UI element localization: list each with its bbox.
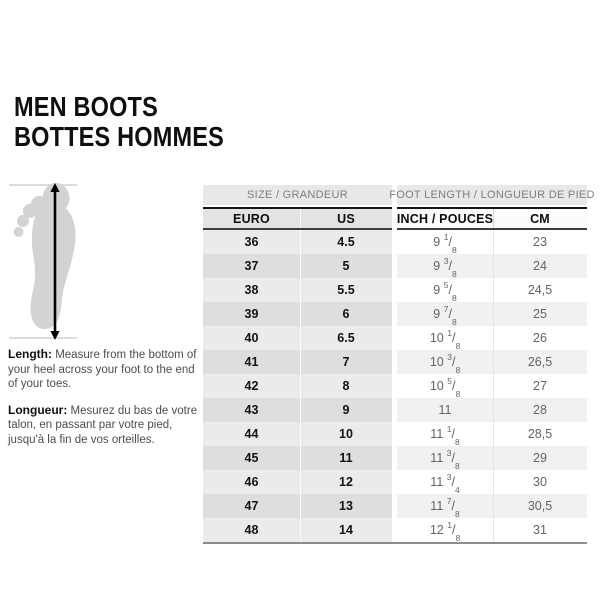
- foot-length-diagram: [6, 180, 106, 345]
- cell-euro: 42: [203, 374, 300, 398]
- cell-cm: 28: [493, 398, 587, 422]
- cell-euro: 43: [203, 398, 300, 422]
- cell-us: 12: [300, 470, 392, 494]
- cell-inch: 9 3/8: [397, 254, 493, 278]
- cell-us: 14: [300, 518, 392, 542]
- cell-euro: 41: [203, 350, 300, 374]
- longueur-text: Mesurez du bas de votre talon, en passan…: [8, 404, 198, 446]
- cell-inch: 10 3/8: [397, 350, 493, 374]
- cell-cm: 26,5: [493, 350, 587, 374]
- cell-euro: 37: [203, 254, 300, 278]
- cell-inch: 9 1/8: [397, 230, 493, 254]
- cell-inch: 10 1/8: [397, 326, 493, 350]
- cell-us: 8: [300, 374, 392, 398]
- table-bottom-border: [203, 542, 587, 544]
- cell-inch: 11 1/8: [397, 422, 493, 446]
- cell-euro: 39: [203, 302, 300, 326]
- cell-euro: 44: [203, 422, 300, 446]
- cell-euro: 48: [203, 518, 300, 542]
- cell-inch: 11 7/8: [397, 494, 493, 518]
- cell-cm: 29: [493, 446, 587, 470]
- cell-inch: 11 3/8: [397, 446, 493, 470]
- cell-euro: 45: [203, 446, 300, 470]
- cell-us: 9: [300, 398, 392, 422]
- cell-us: 11: [300, 446, 392, 470]
- cell-euro: 36: [203, 230, 300, 254]
- cell-cm: 24,5: [493, 278, 587, 302]
- cell-euro: 38: [203, 278, 300, 302]
- cell-cm: 31: [493, 518, 587, 542]
- group-header-size: SIZE / GRANDEUR: [203, 185, 392, 205]
- page-title-en: MEN BOOTS: [14, 91, 158, 122]
- column-header-us: US: [300, 207, 392, 230]
- longueur-instruction: Longueur: Mesurez du bas de votre talon,…: [8, 403, 206, 448]
- group-header-foot-length: FOOT LENGTH / LONGUEUR DE PIED: [389, 185, 595, 205]
- cell-cm: 25: [493, 302, 587, 326]
- foot-diagram-icon: [9, 183, 77, 340]
- cell-inch: 10 5/8: [397, 374, 493, 398]
- cell-cm: 26: [493, 326, 587, 350]
- cell-us: 7: [300, 350, 392, 374]
- cell-us: 6.5: [300, 326, 392, 350]
- foot-outline: [13, 183, 76, 330]
- cell-euro: 40: [203, 326, 300, 350]
- cell-inch: 12 1/8: [397, 518, 493, 542]
- cell-inch: 11: [397, 398, 493, 422]
- cell-cm: 27: [493, 374, 587, 398]
- cell-inch: 9 7/8: [397, 302, 493, 326]
- measurement-arrow: [50, 183, 60, 340]
- length-label: Length:: [8, 347, 52, 361]
- cell-us: 13: [300, 494, 392, 518]
- cell-cm: 24: [493, 254, 587, 278]
- cell-cm: 23: [493, 230, 587, 254]
- cell-us: 5: [300, 254, 392, 278]
- page-title: MEN BOOTS BOTTES HOMMES: [14, 92, 224, 152]
- cell-cm: 30,5: [493, 494, 587, 518]
- cell-us: 6: [300, 302, 392, 326]
- cell-euro: 46: [203, 470, 300, 494]
- cell-cm: 30: [493, 470, 587, 494]
- cell-us: 5.5: [300, 278, 392, 302]
- length-text: Measure from the bottom of your heel acr…: [8, 349, 197, 390]
- column-header-euro: EURO: [203, 207, 300, 230]
- column-header-inch: INCH / POUCES: [397, 207, 493, 230]
- column-header-cm: CM: [493, 207, 587, 230]
- cell-cm: 28,5: [493, 422, 587, 446]
- cell-us: 10: [300, 422, 392, 446]
- cell-euro: 47: [203, 494, 300, 518]
- page-title-fr: BOTTES HOMMES: [14, 121, 224, 152]
- cell-inch: 11 3/4: [397, 470, 493, 494]
- cell-inch: 9 5/8: [397, 278, 493, 302]
- measuring-instructions: Length: Measure from the bottom of your …: [8, 347, 206, 458]
- size-table: SIZE / GRANDEUR FOOT LENGTH / LONGUEUR D…: [203, 185, 595, 542]
- length-instruction: Length: Measure from the bottom of your …: [8, 347, 206, 392]
- longueur-label: Longueur:: [8, 402, 68, 417]
- cell-us: 4.5: [300, 230, 392, 254]
